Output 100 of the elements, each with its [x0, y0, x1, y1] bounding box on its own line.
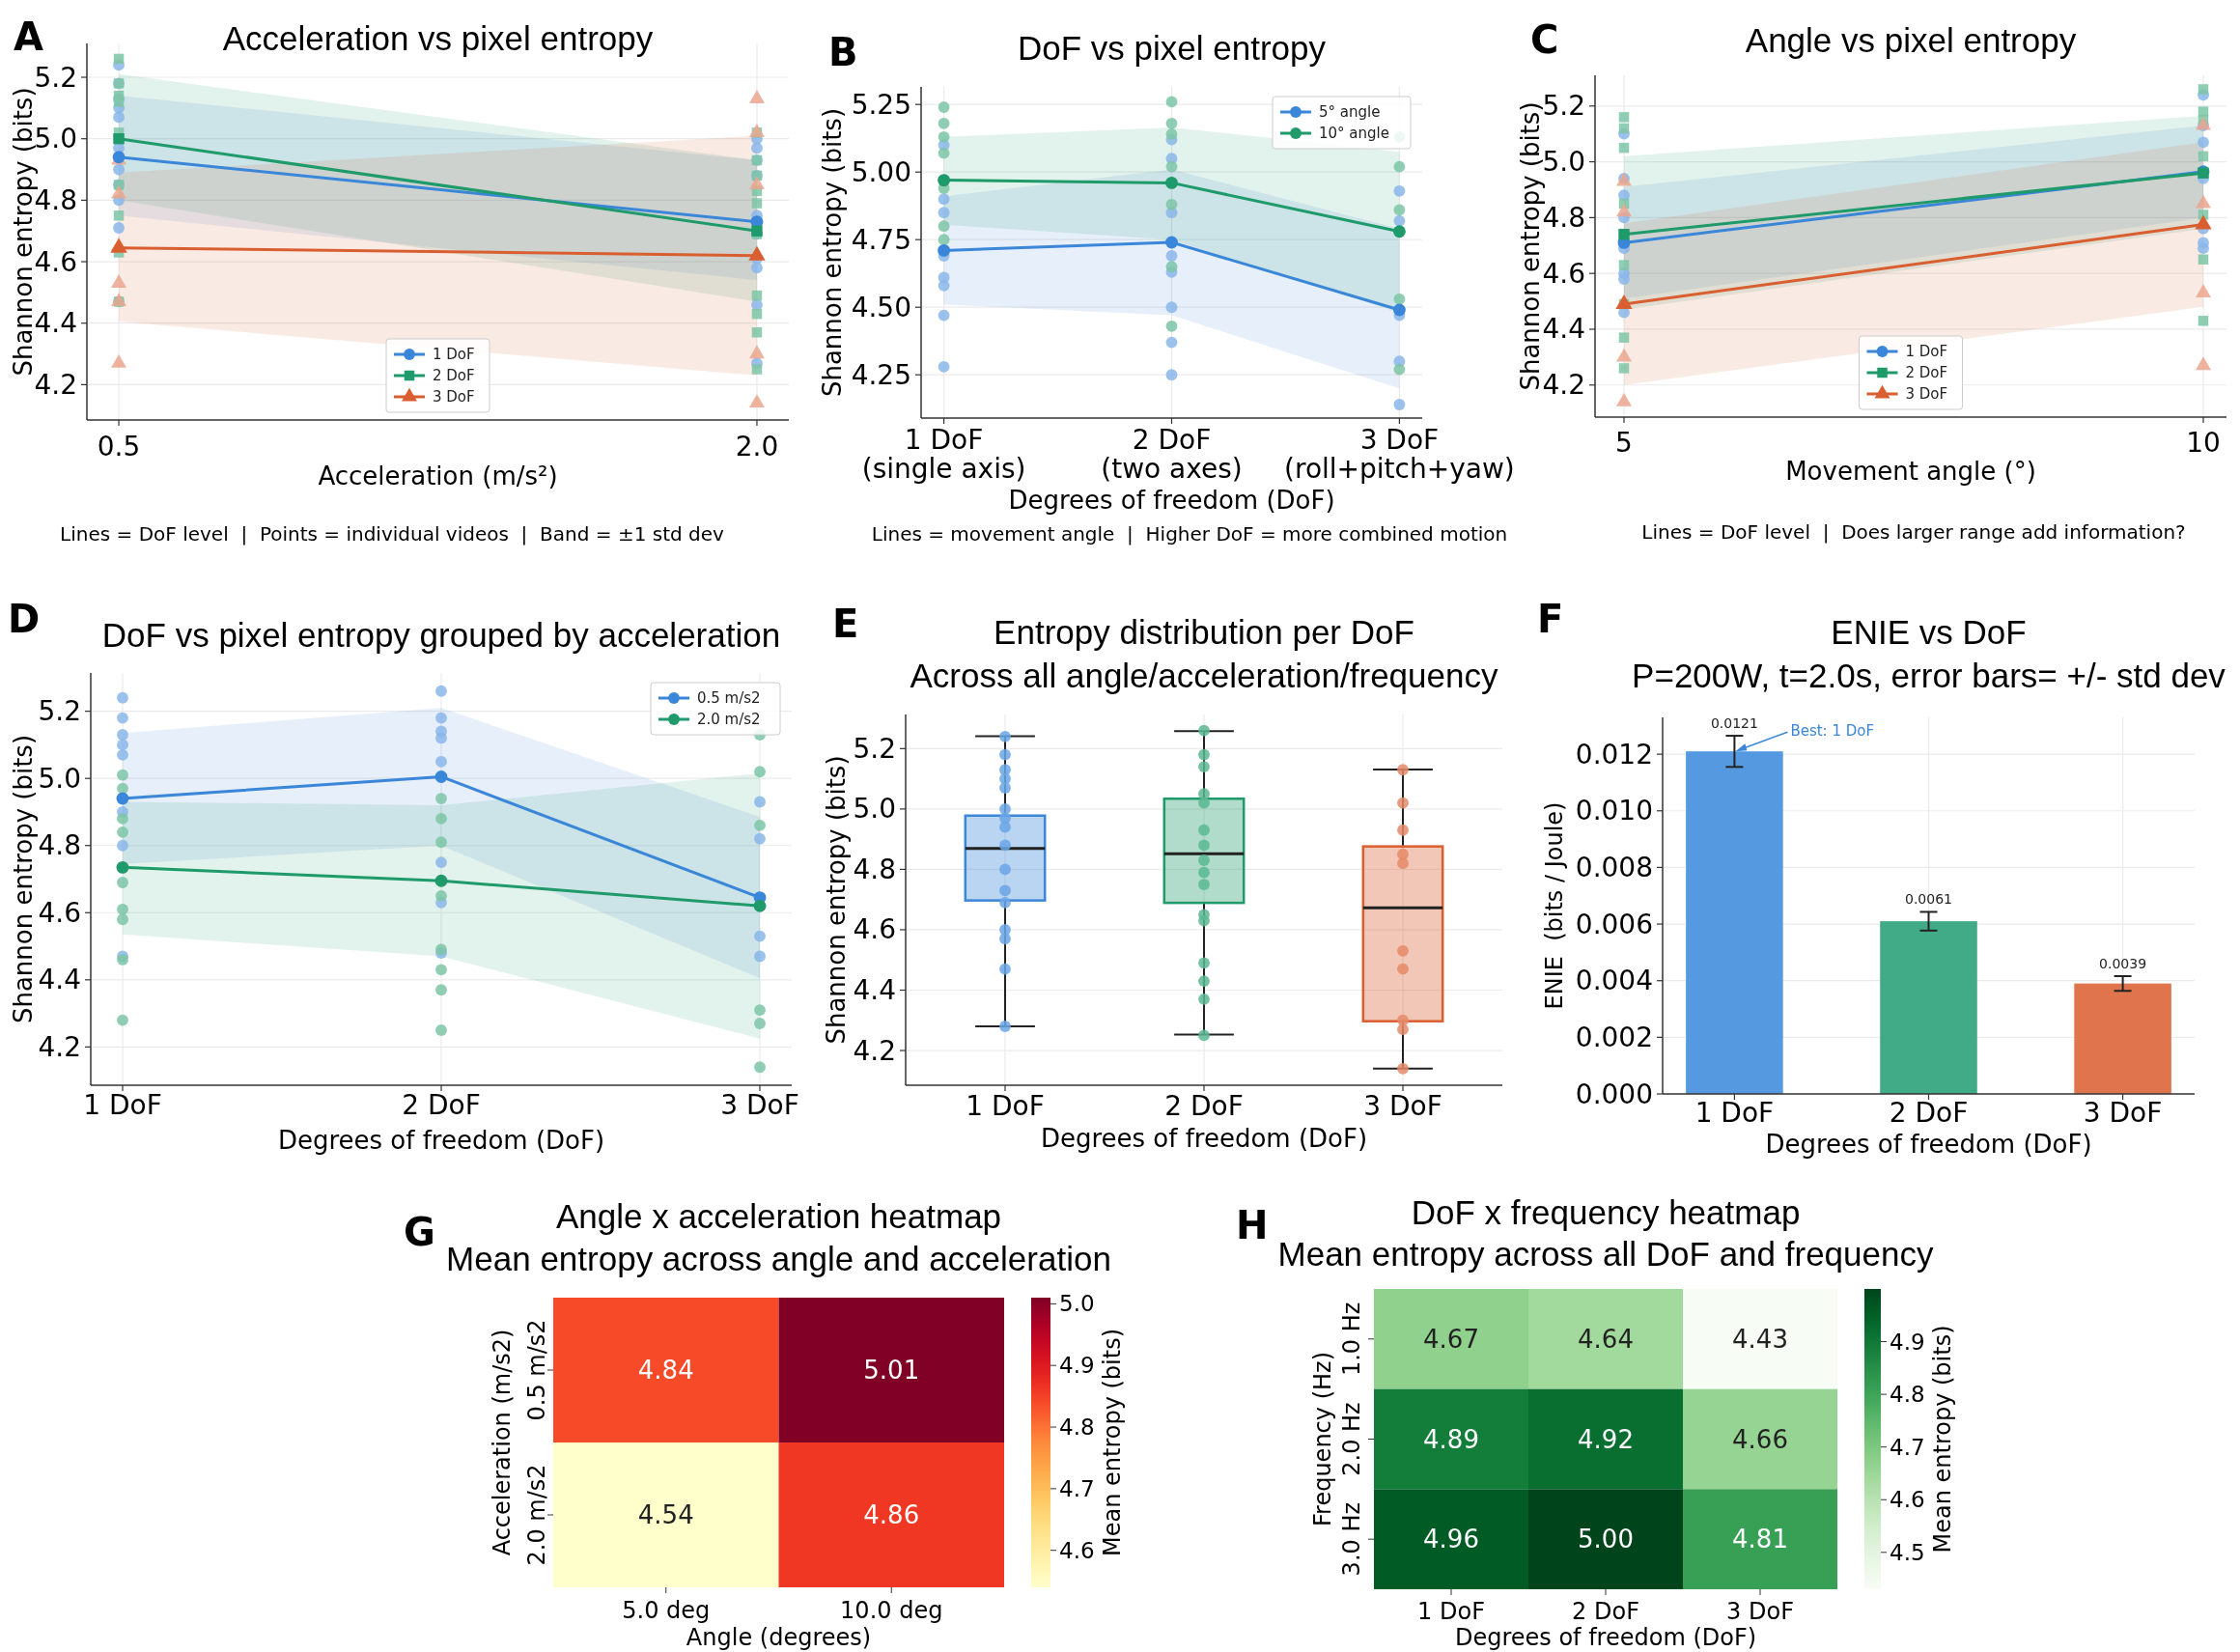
data-label: 5.01 — [863, 1356, 920, 1385]
x-tick-label: 2 DoF (two axes) — [1101, 424, 1243, 485]
text: Lines = movement angle | Higher DoF = more combined motion — [871, 522, 1508, 546]
y-tick-label: 0.004 — [1575, 965, 1653, 997]
data-label: 4.43 — [1732, 1324, 1788, 1354]
x-tick-label: 2 DoF — [1889, 1097, 1969, 1129]
color-bar-label: 4.7 — [1059, 1475, 1095, 1501]
color-bar-title: Mean entropy (bits) — [1929, 1325, 1956, 1554]
color-bar-label: 5.0 — [1059, 1291, 1095, 1317]
data-label: 4.64 — [1578, 1324, 1634, 1354]
y-tick-label: 4.4 — [38, 964, 81, 996]
legend-label: 1 DoF — [1905, 343, 1948, 360]
legend-label: 5° angle — [1319, 103, 1381, 121]
x-tick-label: 2 DoF — [1572, 1598, 1639, 1625]
y-axis-title: Frequency (Hz) — [1309, 1352, 1336, 1526]
x-tick-label: 1 DoF — [966, 1090, 1045, 1122]
text: A — [14, 14, 43, 59]
y-tick-label: 5.0 — [853, 793, 896, 826]
y-tick-label: 4.8 — [38, 829, 81, 862]
y-tick-label: 4.6 — [34, 245, 77, 278]
x-tick-label: 3 DoF — [720, 1089, 799, 1121]
y-tick-label: 5.0 — [1542, 146, 1585, 179]
color-bar-label: 4.8 — [1890, 1382, 1925, 1408]
y-tick-label: 4.2 — [853, 1034, 896, 1067]
text: Lines = DoF level | Does larger range add information? — [1641, 520, 2186, 544]
chart-title: DoF vs pixel entropy — [1017, 29, 1327, 67]
y-tick-label: 3.0 Hz — [1338, 1501, 1365, 1577]
y-tick-label: 0.006 — [1575, 908, 1653, 940]
color-bar-label: 4.6 — [1059, 1537, 1095, 1563]
x-tick-label: 3 DoF — [1363, 1090, 1442, 1122]
x-axis-title: Degrees of freedom (DoF) — [277, 1126, 605, 1155]
y-tick-label: 4.25 — [851, 358, 911, 391]
legend-label: 2 DoF — [1905, 364, 1948, 381]
data-label: 0.0039 — [2099, 956, 2147, 972]
x-axis-title: Movement angle (°) — [1785, 457, 2036, 486]
data-label: 0.0121 — [1710, 715, 1758, 732]
chart-title: ENIE vs DoF — [1831, 613, 2027, 651]
color-bar-label: 4.8 — [1059, 1414, 1095, 1441]
color-bar-label: 4.9 — [1059, 1353, 1095, 1379]
y-tick-label: 0.010 — [1575, 795, 1653, 827]
y-tick-label: 4.50 — [851, 291, 911, 323]
x-tick-label: 5.0 deg — [622, 1597, 711, 1624]
color-bar-label: 4.5 — [1890, 1539, 1925, 1565]
y-tick-label: 4.6 — [38, 896, 81, 929]
color-bar-label: 4.7 — [1890, 1434, 1925, 1460]
text: H — [1236, 1203, 1269, 1247]
y-axis-title: Shannon entropy (bits) — [9, 734, 38, 1024]
y-axis-title: Shannon entropy (bits) — [822, 755, 851, 1045]
x-tick-label: 10.0 deg — [840, 1597, 943, 1624]
legend-label: 2.0 m/s2 — [697, 711, 761, 728]
x-tick-label: 2 DoF — [402, 1089, 481, 1121]
color-bar-label: 4.9 — [1890, 1329, 1925, 1355]
legend-label: 2 DoF — [433, 367, 475, 384]
legend-label: 3 DoF — [1905, 385, 1948, 403]
y-tick-label: 0.012 — [1575, 738, 1653, 770]
data-label: 4.92 — [1578, 1424, 1634, 1454]
y-tick-label: 0.002 — [1575, 1021, 1653, 1053]
legend-label: 0.5 m/s2 — [697, 689, 761, 707]
text: C — [1530, 17, 1559, 62]
legend-label: 3 DoF — [433, 388, 475, 406]
x-tick-label: 1 DoF — [83, 1089, 162, 1121]
x-tick-label: 3 DoF — [1726, 1598, 1794, 1625]
x-tick-label: 5 — [1615, 427, 1633, 459]
y-tick-label: 0.000 — [1575, 1078, 1653, 1110]
y-tick-label: 0.008 — [1575, 851, 1653, 883]
x-tick-label: 10 — [2186, 427, 2221, 459]
data-label: 4.96 — [1423, 1525, 1479, 1554]
y-tick-label: 4.2 — [1542, 369, 1585, 402]
chart-title: Acceleration vs pixel entropy — [222, 19, 654, 57]
chart-title: DoF x frequency heatmap — [1411, 1193, 1801, 1231]
text: B — [828, 30, 858, 74]
text: D — [8, 597, 41, 641]
data-label: 4.89 — [1423, 1424, 1479, 1454]
color-bar-label: 4.6 — [1890, 1487, 1925, 1513]
y-tick-label: 4.2 — [34, 368, 77, 401]
y-tick-label: 4.8 — [853, 853, 896, 885]
y-tick-label: 4.6 — [853, 913, 896, 946]
y-tick-label: 5.25 — [851, 88, 911, 121]
y-tick-label: 4.2 — [38, 1030, 81, 1063]
y-axis-title: ENIE (bits / Joule) — [1541, 801, 1568, 1010]
y-tick-label: 5.2 — [853, 732, 896, 765]
legend-label: 10° angle — [1319, 125, 1389, 142]
x-tick-label: 3 DoF (roll+pitch+yaw) — [1284, 424, 1515, 485]
text: F — [1537, 597, 1564, 641]
legend-label: 1 DoF — [433, 346, 475, 363]
y-tick-label: 4.75 — [851, 223, 911, 256]
x-axis-title: Degrees of freedom (DoF) — [1454, 1624, 1757, 1651]
y-tick-label: 4.4 — [34, 307, 77, 340]
chart-title: Angle vs pixel entropy — [1745, 21, 2077, 59]
data-label: 0.0061 — [1905, 891, 1952, 908]
color-bar-title: Mean entropy (bits) — [1099, 1328, 1126, 1557]
chart-title: Entropy distribution per DoF — [994, 613, 1414, 651]
y-tick-label: 2.0 Hz — [1338, 1402, 1365, 1476]
y-tick-label: 5.2 — [38, 695, 81, 728]
data-label: 4.84 — [637, 1356, 694, 1385]
data-label: 4.67 — [1423, 1324, 1479, 1354]
x-tick-label: 0.5 — [97, 431, 141, 462]
x-tick-label: 1 DoF — [1694, 1097, 1775, 1129]
annotation: Best: 1 DoF — [1790, 722, 1875, 741]
y-axis-title: Shannon entropy (bits) — [818, 107, 847, 398]
